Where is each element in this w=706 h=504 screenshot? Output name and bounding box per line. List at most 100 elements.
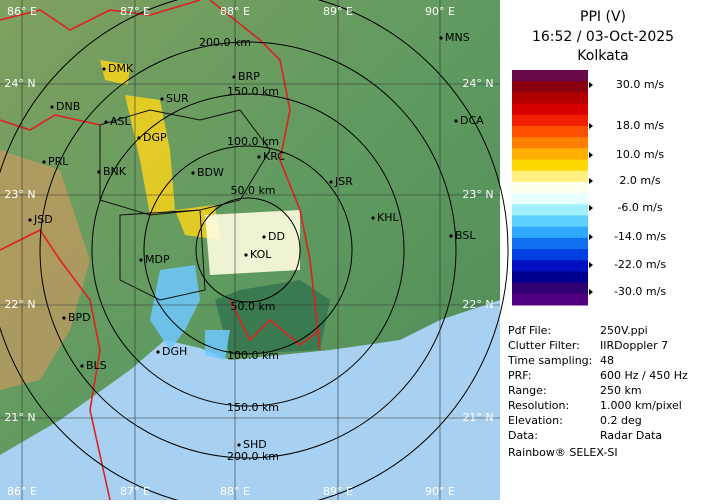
colorbar-tick <box>589 205 593 211</box>
range-rings <box>0 0 509 504</box>
lon-label: 86° E <box>7 485 37 498</box>
lat-label: 22° N <box>4 298 35 311</box>
colorbar-swatch <box>512 271 588 284</box>
city-label: DGP <box>143 131 167 144</box>
city-marker <box>80 364 84 368</box>
colorbar-tick <box>589 178 593 184</box>
colorbar-swatch <box>512 170 588 183</box>
borders <box>0 0 321 501</box>
colorbar-label: 30.0 m/s <box>616 78 664 91</box>
info-key: Time sampling: <box>507 354 592 367</box>
city-label: BLS <box>86 359 107 372</box>
colorbar-swatch <box>512 193 588 205</box>
city-label: KRC <box>263 150 285 163</box>
info-value: 0.2 deg <box>600 414 642 427</box>
lat-label: 22° N <box>462 298 493 311</box>
city-marker <box>449 234 453 238</box>
city-label: DCA <box>460 114 484 127</box>
echo-zero <box>205 210 300 275</box>
colorbar-swatch <box>512 81 588 93</box>
colorbar-swatch <box>512 215 588 228</box>
footer: Rainbow® SELEX-SI <box>508 446 618 459</box>
colorbar-tick <box>589 289 593 295</box>
info-key: Pdf File: <box>508 324 551 337</box>
colorbar-swatch <box>512 237 588 250</box>
city-marker <box>97 170 101 174</box>
city-label: BPD <box>68 311 91 324</box>
time: 16:52 / 03-Oct-2025 <box>532 29 674 45</box>
info-key: PRF: <box>508 369 531 382</box>
colorbar-label: -6.0 m/s <box>617 201 662 214</box>
range-label: 50.0 km <box>230 300 275 313</box>
lon-label: 87° E <box>120 485 150 498</box>
city-label: SUR <box>166 92 189 105</box>
colorbar-swatch <box>512 282 588 295</box>
city-label: DNB <box>56 100 80 113</box>
range-ring <box>143 145 353 355</box>
colorbar-swatch <box>512 148 588 161</box>
city-marker <box>137 136 141 140</box>
colorbar-tick <box>589 262 593 268</box>
colorbar-swatch <box>512 103 588 116</box>
info-value: IIRDoppler 7 <box>600 339 668 352</box>
city-marker <box>329 180 333 184</box>
colorbar-label: -22.0 m/s <box>614 258 666 271</box>
city-label: DGH <box>162 345 187 358</box>
colorbar-label: -14.0 m/s <box>614 230 666 243</box>
colorbar-swatch <box>512 125 588 138</box>
lat-label: 24° N <box>4 77 35 90</box>
city-marker <box>237 443 241 447</box>
city-marker <box>102 67 106 71</box>
info-key: Range: <box>508 384 547 397</box>
city-label: MDP <box>145 253 170 266</box>
city-marker <box>439 36 443 40</box>
city-label: MNS <box>445 31 470 44</box>
city-marker <box>62 316 66 320</box>
range-ring <box>195 197 301 303</box>
city-marker <box>257 155 261 159</box>
highland <box>0 150 90 390</box>
info-key: Elevation: <box>508 414 563 427</box>
range-ring <box>0 0 509 504</box>
info-value: 600 Hz / 450 Hz <box>600 369 688 382</box>
colorbar-swatch <box>512 114 588 127</box>
lon-label: 90° E <box>425 5 455 18</box>
colorbar-tick <box>589 82 593 88</box>
city-label: JSR <box>334 175 353 188</box>
city-marker <box>232 75 236 79</box>
colorbar-label: -30.0 m/s <box>614 285 666 298</box>
info-value: 1.000 km/pixel <box>600 399 682 412</box>
range-label: 50.0 km <box>230 184 275 197</box>
range-label: 100.0 km <box>227 349 279 362</box>
city-marker <box>371 216 375 220</box>
info-value: Radar Data <box>600 429 662 442</box>
colorbar-tick <box>589 234 593 240</box>
lat-label: 21° N <box>462 411 493 424</box>
city-marker <box>104 120 108 124</box>
info-panel: Pdf File: 250V.ppi Clutter Filter: IIRDoppl… <box>507 324 688 459</box>
colorbar-swatch <box>512 181 588 194</box>
info-key: Clutter Filter: <box>508 339 580 352</box>
colorbar-swatch <box>512 70 588 82</box>
city-label: BNK <box>103 165 127 178</box>
lat-label: 21° N <box>4 411 35 424</box>
city-marker <box>244 253 248 257</box>
lat-label: 23° N <box>462 188 493 201</box>
city-marker <box>156 350 160 354</box>
range-label: 200.0 km <box>227 450 279 463</box>
city-label: KHL <box>377 211 399 224</box>
colorbar-tick <box>589 123 593 129</box>
districts <box>99 109 271 301</box>
title: PPI (V) <box>580 9 626 25</box>
lon-label: 86° E <box>7 5 37 18</box>
colorbar-swatch <box>512 249 588 261</box>
colorbar-swatch <box>512 260 588 272</box>
colorbar-swatch <box>512 293 588 306</box>
city-label: SHD <box>243 438 267 451</box>
colorbar-label: 10.0 m/s <box>616 148 664 161</box>
colorbar-label: 18.0 m/s <box>616 119 664 132</box>
city-marker <box>454 119 458 123</box>
range-label: 150.0 km <box>227 401 279 414</box>
graticule <box>0 0 500 500</box>
map-labels: 86° E 86° E 87° E 87° E 88° E 88° E 89° E 89° E… <box>4 5 493 498</box>
